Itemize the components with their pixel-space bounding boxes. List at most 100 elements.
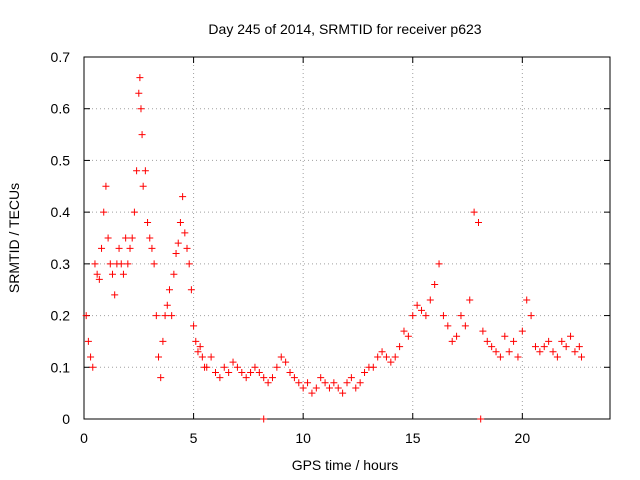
data-point: [176, 218, 184, 226]
data-point: [518, 327, 526, 335]
data-point: [299, 384, 307, 392]
data-point: [578, 353, 586, 361]
data-point: [347, 374, 355, 382]
data-point: [172, 250, 180, 258]
y-tick-label: 0.7: [51, 49, 71, 65]
data-point: [138, 131, 146, 139]
data-point: [161, 312, 169, 320]
data-point: [255, 368, 263, 376]
data-point: [126, 244, 134, 252]
y-axis-label: SRMTID / TECUs: [6, 183, 22, 293]
data-point: [540, 343, 548, 351]
data-point: [466, 296, 474, 304]
data-point: [192, 337, 200, 345]
data-point: [111, 291, 119, 299]
data-point: [286, 368, 294, 376]
data-point: [444, 322, 452, 330]
data-point: [159, 337, 167, 345]
data-point: [567, 332, 575, 340]
data-point: [496, 353, 504, 361]
data-point: [282, 358, 290, 366]
data-point: [422, 312, 430, 320]
data-point: [562, 343, 570, 351]
data-point: [273, 363, 281, 371]
data-point: [150, 260, 158, 268]
y-tick-label: 0.6: [51, 101, 71, 117]
data-point: [453, 332, 461, 340]
data-point: [457, 312, 465, 320]
data-point: [148, 244, 156, 252]
data-point: [404, 332, 412, 340]
data-point: [98, 244, 106, 252]
x-tick-label: 0: [80, 430, 88, 446]
data-point: [268, 374, 276, 382]
data-point: [505, 348, 513, 356]
data-point: [104, 234, 112, 242]
y-tick-label: 0.2: [51, 308, 71, 324]
data-point: [139, 182, 147, 190]
data-point: [553, 353, 561, 361]
data-point: [277, 353, 285, 361]
data-point: [136, 74, 144, 82]
ticks: [83, 56, 610, 420]
data-point: [135, 89, 143, 97]
data-point: [216, 374, 224, 382]
y-tick-label: 0.1: [51, 359, 71, 375]
data-point: [312, 384, 320, 392]
data-point: [400, 327, 408, 335]
data-point: [426, 296, 434, 304]
y-tick-label: 0.3: [51, 256, 71, 272]
data-point: [431, 281, 439, 289]
data-point: [536, 348, 544, 356]
data-point: [185, 260, 193, 268]
data-point: [84, 337, 92, 345]
data-point: [571, 348, 579, 356]
data-point: [514, 353, 522, 361]
data-point: [343, 379, 351, 387]
data-point: [168, 312, 176, 320]
data-point: [220, 363, 228, 371]
y-tick-label: 0.4: [51, 204, 71, 220]
data-point: [409, 312, 417, 320]
data-point: [325, 384, 333, 392]
data-point: [374, 353, 382, 361]
data-point: [339, 389, 347, 397]
data-point-outlier: [260, 415, 268, 423]
data-point: [117, 260, 125, 268]
data-point: [141, 167, 149, 175]
data-point: [119, 270, 127, 278]
data-point: [304, 379, 312, 387]
data-point: [391, 353, 399, 361]
data-point: [308, 389, 316, 397]
data-point: [130, 208, 138, 216]
data-point: [128, 234, 136, 242]
data-point: [157, 374, 165, 382]
data-point: [187, 286, 195, 294]
y-tick-label: 0: [62, 411, 70, 427]
x-tick-label: 5: [190, 430, 198, 446]
data-point: [165, 286, 173, 294]
plot-frame: [83, 56, 611, 420]
data-point: [190, 322, 198, 330]
data-point: [108, 270, 116, 278]
data-point: [435, 260, 443, 268]
data-point: [295, 379, 303, 387]
tick-labels: 0 0.1 0.2 0.3 0.4 0.5 0.6 0.7 0 5 10 15 20: [51, 49, 531, 446]
data-point: [247, 368, 255, 376]
data-point: [378, 348, 386, 356]
data-point: [196, 343, 204, 351]
data-point: [181, 229, 189, 237]
data-point: [260, 374, 268, 382]
data-point: [352, 384, 360, 392]
data-point: [170, 270, 178, 278]
data-point: [163, 301, 171, 309]
data-point: [115, 244, 123, 252]
data-point: [212, 368, 219, 376]
data-point: [179, 193, 187, 201]
x-tick-label: 10: [295, 430, 311, 446]
data-point: [144, 218, 152, 226]
data-point: [89, 363, 97, 371]
data-point: [233, 363, 241, 371]
data-point: [102, 182, 110, 190]
